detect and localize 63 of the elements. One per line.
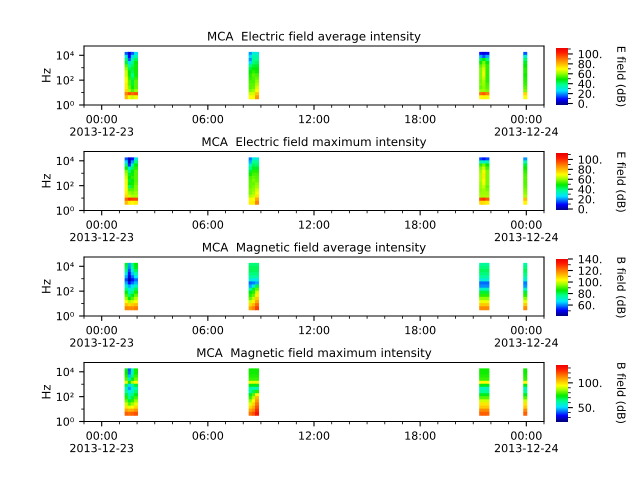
x-tick-label: 00:00 2013-12-23 bbox=[70, 326, 134, 347]
y-tick-label: 10⁰ bbox=[56, 206, 74, 215]
color-bar-title: B field (dB) bbox=[616, 363, 626, 424]
y-axis-title: Hz bbox=[42, 68, 50, 82]
chart-title: MCA Electric field maximum intensity bbox=[202, 136, 426, 148]
color-bar-label: 0. bbox=[578, 99, 588, 108]
y-tick-label: 10⁴ bbox=[56, 262, 74, 271]
color-bar-label: 50. bbox=[578, 404, 594, 412]
y-tick-label: 10² bbox=[56, 76, 74, 85]
color-bar-title: E field (dB) bbox=[616, 46, 626, 106]
color-bar-label: 0. bbox=[578, 204, 588, 214]
y-tick-label: 10⁴ bbox=[56, 368, 74, 376]
x-tick-label: 00:00 2013-12-23 bbox=[70, 431, 134, 452]
x-tick-label: 18:00 bbox=[405, 431, 436, 440]
y-tick-label: 10⁰ bbox=[56, 417, 74, 426]
color-bar-label: 60. bbox=[578, 70, 594, 78]
color-bar-label: 100. bbox=[578, 278, 602, 286]
color-bar-label: 120. bbox=[578, 266, 602, 275]
x-tick-label: 06:00 bbox=[192, 431, 224, 440]
x-tick-label: 06:00 bbox=[192, 220, 224, 229]
y-tick-label: 10⁰ bbox=[56, 312, 74, 320]
x-tick-label: 18:00 bbox=[405, 326, 436, 334]
chart-title: MCA Magnetic field maximum intensity bbox=[197, 348, 432, 360]
color-bar-label: 60. bbox=[578, 301, 594, 310]
y-tick-label: 10² bbox=[56, 392, 74, 402]
x-tick-label: 12:00 bbox=[299, 326, 330, 334]
color-bar-label: 80. bbox=[578, 165, 594, 174]
y-axis-title: Hz bbox=[42, 384, 50, 398]
x-tick-label: 12:00 bbox=[299, 220, 330, 229]
chart-title: MCA Magnetic field average intensity bbox=[203, 242, 426, 254]
color-bar-label: 60. bbox=[578, 175, 594, 184]
x-tick-label: 18:00 bbox=[405, 114, 436, 124]
x-tick-label: 00:00 2013-12-24 bbox=[494, 326, 558, 347]
y-tick-label: 10² bbox=[56, 287, 74, 296]
x-tick-label: 12:00 bbox=[299, 114, 330, 124]
y-axis-title: Hz bbox=[42, 174, 50, 188]
color-bar-label: 20. bbox=[578, 195, 594, 204]
x-tick-label: 00:00 2013-12-23 bbox=[70, 114, 134, 136]
color-bar-label: 100. bbox=[578, 50, 602, 58]
color-bar-label: 40. bbox=[578, 185, 594, 194]
y-tick-label: 10⁴ bbox=[56, 156, 74, 166]
color-bar-label: 80. bbox=[578, 290, 594, 298]
x-tick-label: 12:00 bbox=[299, 431, 330, 440]
x-tick-label: 00:00 2013-12-24 bbox=[494, 114, 558, 136]
color-bar-label: 20. bbox=[578, 90, 594, 98]
color-bar-label: 100. bbox=[578, 155, 602, 164]
color-bar-label: 100. bbox=[578, 378, 602, 388]
x-tick-label: 18:00 bbox=[405, 220, 436, 229]
y-tick-label: 10² bbox=[56, 182, 74, 190]
color-bar-title: E field (dB) bbox=[616, 152, 626, 212]
x-tick-label: 06:00 bbox=[192, 326, 224, 334]
y-tick-label: 10⁴ bbox=[56, 51, 74, 60]
color-bar-title: B field (dB) bbox=[616, 258, 626, 318]
y-axis-title: Hz bbox=[42, 279, 50, 293]
x-tick-label: 00:00 2013-12-24 bbox=[494, 431, 558, 452]
y-tick-label: 10⁰ bbox=[56, 100, 74, 110]
color-bar-label: 40. bbox=[578, 80, 594, 88]
color-bar-label: 80. bbox=[578, 60, 594, 68]
color-bar-label: 140. bbox=[578, 254, 602, 264]
x-tick-label: 00:00 2013-12-23 bbox=[70, 220, 134, 242]
x-tick-label: 06:00 bbox=[192, 114, 224, 124]
x-tick-label: 00:00 2013-12-24 bbox=[494, 220, 558, 242]
chart-title: MCA Electric field average intensity bbox=[208, 31, 421, 43]
